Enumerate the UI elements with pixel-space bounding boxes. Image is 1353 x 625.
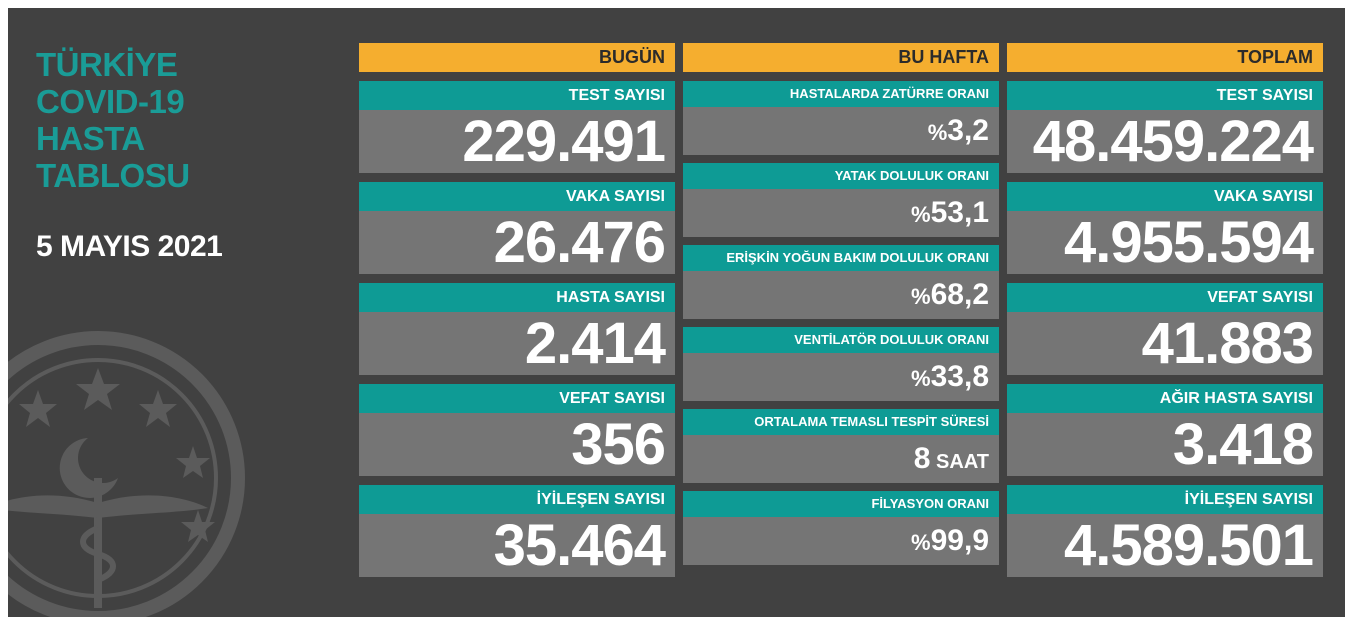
card-value: %53,1 [683, 189, 999, 237]
page-title: TÜRKİYE COVID-19 HASTA TABLOSU [36, 46, 190, 194]
card-value: 26.476 [359, 211, 675, 274]
card-label: VEFAT SAYISI [359, 384, 675, 413]
today-card: HASTA SAYISI 2.414 [359, 283, 675, 375]
card-value: 41.883 [1007, 312, 1323, 375]
today-column: BUGÜN TEST SAYISI 229.491 VAKA SAYISI 26… [359, 43, 675, 586]
week-column: BU HAFTA HASTALARDA ZATÜRRE ORANI %3,2 Y… [683, 43, 999, 573]
week-card: HASTALARDA ZATÜRRE ORANI %3,2 [683, 81, 999, 155]
card-value: %3,2 [683, 107, 999, 155]
card-label: FİLYASYON ORANI [683, 491, 999, 517]
today-card: TEST SAYISI 229.491 [359, 81, 675, 173]
card-label: TEST SAYISI [359, 81, 675, 110]
total-card: AĞIR HASTA SAYISI 3.418 [1007, 384, 1323, 476]
percent-sign: % [927, 120, 948, 145]
today-card: VAKA SAYISI 26.476 [359, 182, 675, 274]
percent-sign: % [911, 530, 931, 555]
value-number: 53,1 [930, 196, 989, 229]
title-line: TÜRKİYE [36, 46, 178, 83]
today-card: İYİLEŞEN SAYISI 35.464 [359, 485, 675, 577]
week-card: FİLYASYON ORANI %99,9 [683, 491, 999, 565]
total-column: TOPLAM TEST SAYISI 48.459.224 VAKA SAYIS… [1007, 43, 1323, 586]
week-card: ERİŞKİN YOĞUN BAKIM DOLULUK ORANI %68,2 [683, 245, 999, 319]
report-date: 5 MAYIS 2021 [36, 230, 223, 263]
title-line: COVID-19 [36, 83, 185, 120]
card-value: 4.589.501 [1007, 514, 1323, 577]
card-label: HASTA SAYISI [359, 283, 675, 312]
card-label: ORTALAMA TEMASLI TESPİT SÜRESİ [683, 409, 999, 435]
value-number: 3,2 [947, 114, 989, 147]
covid-dashboard: TÜRKİYE COVID-19 HASTA TABLOSU 5 MAYIS 2… [8, 8, 1345, 617]
card-label: VAKA SAYISI [359, 182, 675, 211]
card-value: 2.414 [359, 312, 675, 375]
week-card: ORTALAMA TEMASLI TESPİT SÜRESİ 8 SAAT [683, 409, 999, 483]
card-label: İYİLEŞEN SAYISI [359, 485, 675, 514]
total-card: TEST SAYISI 48.459.224 [1007, 81, 1323, 173]
today-card: VEFAT SAYISI 356 [359, 384, 675, 476]
ministry-of-health-emblem-icon [8, 331, 245, 617]
card-value: 229.491 [359, 110, 675, 173]
card-label: TEST SAYISI [1007, 81, 1323, 110]
card-value: 3.418 [1007, 413, 1323, 476]
total-heading: TOPLAM [1007, 43, 1323, 72]
card-label: AĞIR HASTA SAYISI [1007, 384, 1323, 413]
card-value: 356 [359, 413, 675, 476]
week-card: YATAK DOLULUK ORANI %53,1 [683, 163, 999, 237]
today-heading: BUGÜN [359, 43, 675, 72]
value-number: 33,8 [930, 360, 989, 393]
card-label: VENTİLATÖR DOLULUK ORANI [683, 327, 999, 353]
card-label: VAKA SAYISI [1007, 182, 1323, 211]
total-card: İYİLEŞEN SAYISI 4.589.501 [1007, 485, 1323, 577]
value-number: 8 [913, 442, 931, 475]
value-number: 99,9 [930, 524, 989, 557]
value-unit: SAAT [930, 451, 989, 473]
card-label: HASTALARDA ZATÜRRE ORANI [683, 81, 999, 107]
value-number: 68,2 [930, 278, 989, 311]
title-line: HASTA [36, 120, 145, 157]
card-value: 4.955.594 [1007, 211, 1323, 274]
week-card: VENTİLATÖR DOLULUK ORANI %33,8 [683, 327, 999, 401]
week-heading: BU HAFTA [683, 43, 999, 72]
card-label: YATAK DOLULUK ORANI [683, 163, 999, 189]
card-value: 35.464 [359, 514, 675, 577]
percent-sign: % [911, 366, 931, 391]
total-card: VEFAT SAYISI 41.883 [1007, 283, 1323, 375]
card-value: %68,2 [683, 271, 999, 319]
percent-sign: % [911, 284, 931, 309]
card-value: 48.459.224 [1007, 110, 1323, 173]
card-value: 8 SAAT [683, 435, 999, 483]
card-label: VEFAT SAYISI [1007, 283, 1323, 312]
card-label: ERİŞKİN YOĞUN BAKIM DOLULUK ORANI [683, 245, 999, 271]
percent-sign: % [911, 202, 931, 227]
card-value: %99,9 [683, 517, 999, 565]
total-card: VAKA SAYISI 4.955.594 [1007, 182, 1323, 274]
card-label: İYİLEŞEN SAYISI [1007, 485, 1323, 514]
title-line: TABLOSU [36, 157, 190, 194]
card-value: %33,8 [683, 353, 999, 401]
